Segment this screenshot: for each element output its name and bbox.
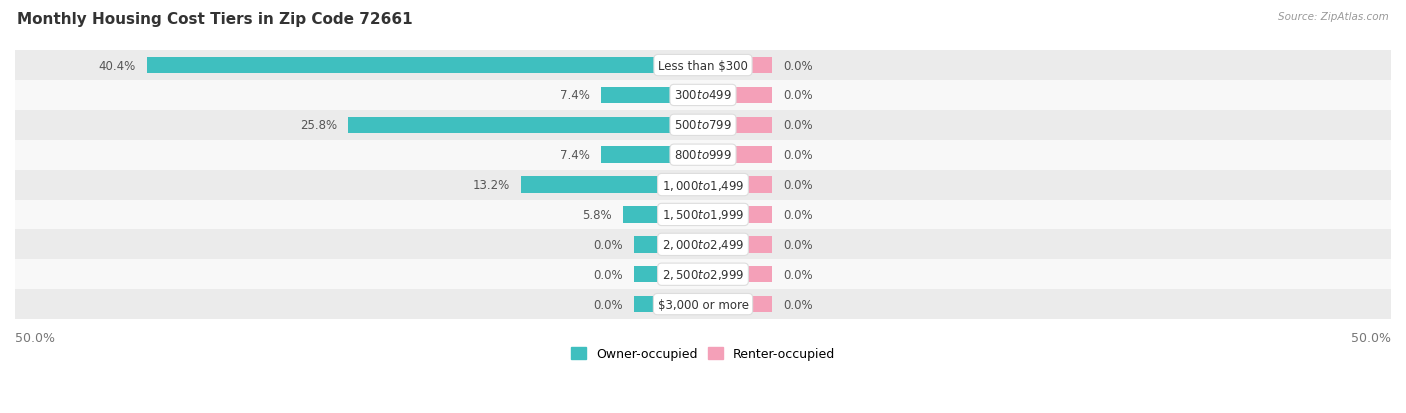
Bar [634,266,703,283]
Bar [349,117,703,134]
Bar [703,207,772,223]
Text: $3,000 or more: $3,000 or more [658,298,748,311]
Text: 0.0%: 0.0% [783,119,813,132]
Text: 0.0%: 0.0% [783,149,813,162]
Bar [15,170,1391,200]
Bar [15,51,1391,81]
Text: Monthly Housing Cost Tiers in Zip Code 72661: Monthly Housing Cost Tiers in Zip Code 7… [17,12,412,27]
Text: $500 to $799: $500 to $799 [673,119,733,132]
Text: $300 to $499: $300 to $499 [673,89,733,102]
Text: 0.0%: 0.0% [783,179,813,192]
Text: 0.0%: 0.0% [593,268,623,281]
Text: 5.8%: 5.8% [582,209,612,221]
Text: 0.0%: 0.0% [783,238,813,251]
Bar [522,177,703,193]
Bar [623,207,703,223]
Bar [15,200,1391,230]
Text: 50.0%: 50.0% [15,331,55,344]
Text: 0.0%: 0.0% [783,89,813,102]
Bar [15,290,1391,319]
Bar [15,140,1391,170]
Text: 25.8%: 25.8% [299,119,337,132]
Text: $1,500 to $1,999: $1,500 to $1,999 [662,208,744,222]
Text: 0.0%: 0.0% [783,209,813,221]
Bar [634,296,703,313]
Text: 0.0%: 0.0% [783,59,813,72]
Text: 0.0%: 0.0% [783,298,813,311]
Bar [703,237,772,253]
Text: 40.4%: 40.4% [98,59,136,72]
Bar [15,260,1391,290]
Text: 0.0%: 0.0% [593,298,623,311]
Text: 7.4%: 7.4% [561,149,591,162]
Bar [634,237,703,253]
Text: Source: ZipAtlas.com: Source: ZipAtlas.com [1278,12,1389,22]
Text: $1,000 to $1,499: $1,000 to $1,499 [662,178,744,192]
Bar [148,58,703,74]
Bar [703,117,772,134]
Bar [703,58,772,74]
Text: 0.0%: 0.0% [783,268,813,281]
Bar [703,88,772,104]
Bar [15,81,1391,111]
Text: 50.0%: 50.0% [1351,331,1391,344]
Text: $2,000 to $2,499: $2,000 to $2,499 [662,238,744,252]
Text: $800 to $999: $800 to $999 [673,149,733,162]
Bar [703,147,772,164]
Bar [15,230,1391,260]
Text: 0.0%: 0.0% [593,238,623,251]
Legend: Owner-occupied, Renter-occupied: Owner-occupied, Renter-occupied [567,342,839,366]
Text: $2,500 to $2,999: $2,500 to $2,999 [662,268,744,282]
Bar [602,88,703,104]
Bar [703,296,772,313]
Bar [703,177,772,193]
Bar [15,111,1391,140]
Bar [602,147,703,164]
Text: Less than $300: Less than $300 [658,59,748,72]
Text: 7.4%: 7.4% [561,89,591,102]
Text: 13.2%: 13.2% [472,179,510,192]
Bar [703,266,772,283]
